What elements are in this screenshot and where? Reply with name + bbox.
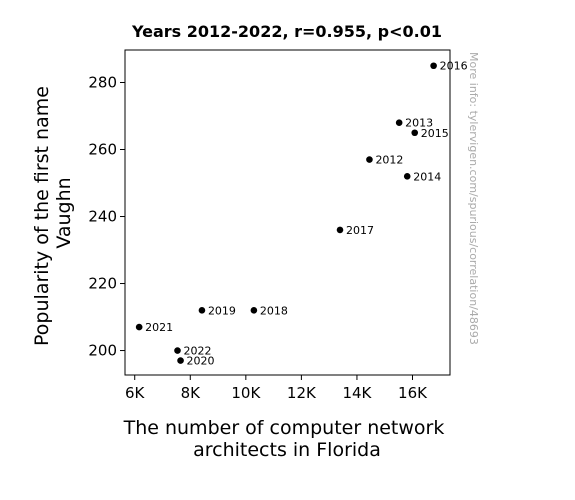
data-point-label: 2022 — [184, 345, 212, 358]
x-tick-label: 6K — [125, 384, 146, 402]
data-point — [411, 129, 419, 137]
data-point-label: 2016 — [440, 60, 468, 73]
x-axis-label-line-1: The number of computer network — [123, 417, 445, 439]
y-tick-label: 260 — [88, 141, 117, 159]
y-axis-label-line-1: Popularity of the first name — [31, 86, 53, 346]
x-tick-label: 10K — [231, 384, 261, 402]
data-point-label: 2012 — [375, 154, 403, 167]
y-tick-label: 200 — [88, 342, 117, 360]
data-point-label: 2015 — [421, 127, 449, 140]
chart-title: Years 2012-2022, r=0.955, p<0.01 — [131, 22, 442, 41]
x-axis-label-line-2: architects in Florida — [193, 439, 381, 461]
data-point — [250, 307, 258, 314]
data-point — [336, 226, 344, 234]
y-axis: 200 220 240 260 280 — [88, 74, 125, 360]
x-axis: 6K 8K 10K 12K 14K 16K — [125, 375, 428, 402]
x-tick-label: 12K — [287, 384, 317, 402]
data-point — [403, 173, 411, 180]
data-point — [174, 347, 181, 354]
data-point-label: 2021 — [145, 321, 173, 334]
data-point — [430, 62, 437, 70]
x-tick-label: 8K — [181, 384, 202, 402]
y-tick-label: 280 — [88, 74, 117, 92]
data-point-label: 2013 — [405, 117, 433, 130]
x-tick-label: 14K — [342, 384, 372, 402]
x-tick-label: 16K — [398, 384, 428, 402]
y-axis-label: Popularity of the first name Vaughn — [31, 80, 75, 346]
data-point — [135, 323, 143, 331]
y-tick-label: 220 — [88, 275, 117, 293]
source-watermark: More info: tylervigen.com/spurious/corre… — [467, 52, 480, 345]
data-point — [198, 307, 206, 314]
data-point — [395, 119, 403, 127]
y-axis-label-line-2: Vaughn — [53, 177, 75, 248]
data-point-label: 2019 — [208, 304, 236, 317]
data-point-label: 2018 — [260, 304, 288, 317]
data-point — [177, 357, 184, 364]
y-tick-label: 240 — [88, 208, 117, 226]
data-point-label: 2017 — [346, 224, 374, 237]
data-point-label: 2014 — [413, 170, 441, 183]
data-point — [366, 156, 373, 163]
plot-area-frame — [124, 49, 451, 376]
data-point-label: 2020 — [187, 355, 215, 368]
data-points: 2012 2013 2014 2015 2016 2017 2018 2019 2020 2021… — [135, 60, 468, 368]
x-axis-label: The number of computer network architect… — [123, 417, 451, 461]
